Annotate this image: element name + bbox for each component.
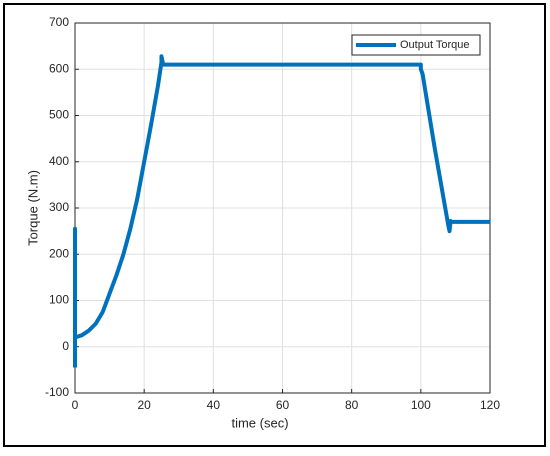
x-tick-label: 120 xyxy=(480,398,500,412)
axes-box xyxy=(74,22,491,394)
y-tick-label: -100 xyxy=(45,385,69,399)
x-axis-label: time (sec) xyxy=(231,415,288,430)
y-tick-label: 600 xyxy=(49,61,69,75)
x-tick-label: 0 xyxy=(72,398,79,412)
legend: Output Torque xyxy=(351,34,481,56)
data-line xyxy=(73,54,490,368)
x-tick-label: 80 xyxy=(345,398,359,412)
y-tick-label: 700 xyxy=(49,15,69,29)
y-tick-label: 200 xyxy=(49,246,69,260)
legend-box xyxy=(351,34,481,56)
y-tick-label: 500 xyxy=(49,108,69,122)
legend-label: Output Torque xyxy=(400,39,470,51)
y-tick-label: 300 xyxy=(49,200,69,214)
y-tick-label: 0 xyxy=(62,339,69,353)
y-axis-label: Torque (N.m) xyxy=(25,170,40,246)
y-tick-label: 400 xyxy=(49,154,69,168)
x-tick-label: 20 xyxy=(137,398,151,412)
y-tick-label: 100 xyxy=(49,293,69,307)
x-tick-label: 60 xyxy=(276,398,290,412)
x-tick-label: 100 xyxy=(411,398,431,412)
x-tick-label: 40 xyxy=(207,398,221,412)
